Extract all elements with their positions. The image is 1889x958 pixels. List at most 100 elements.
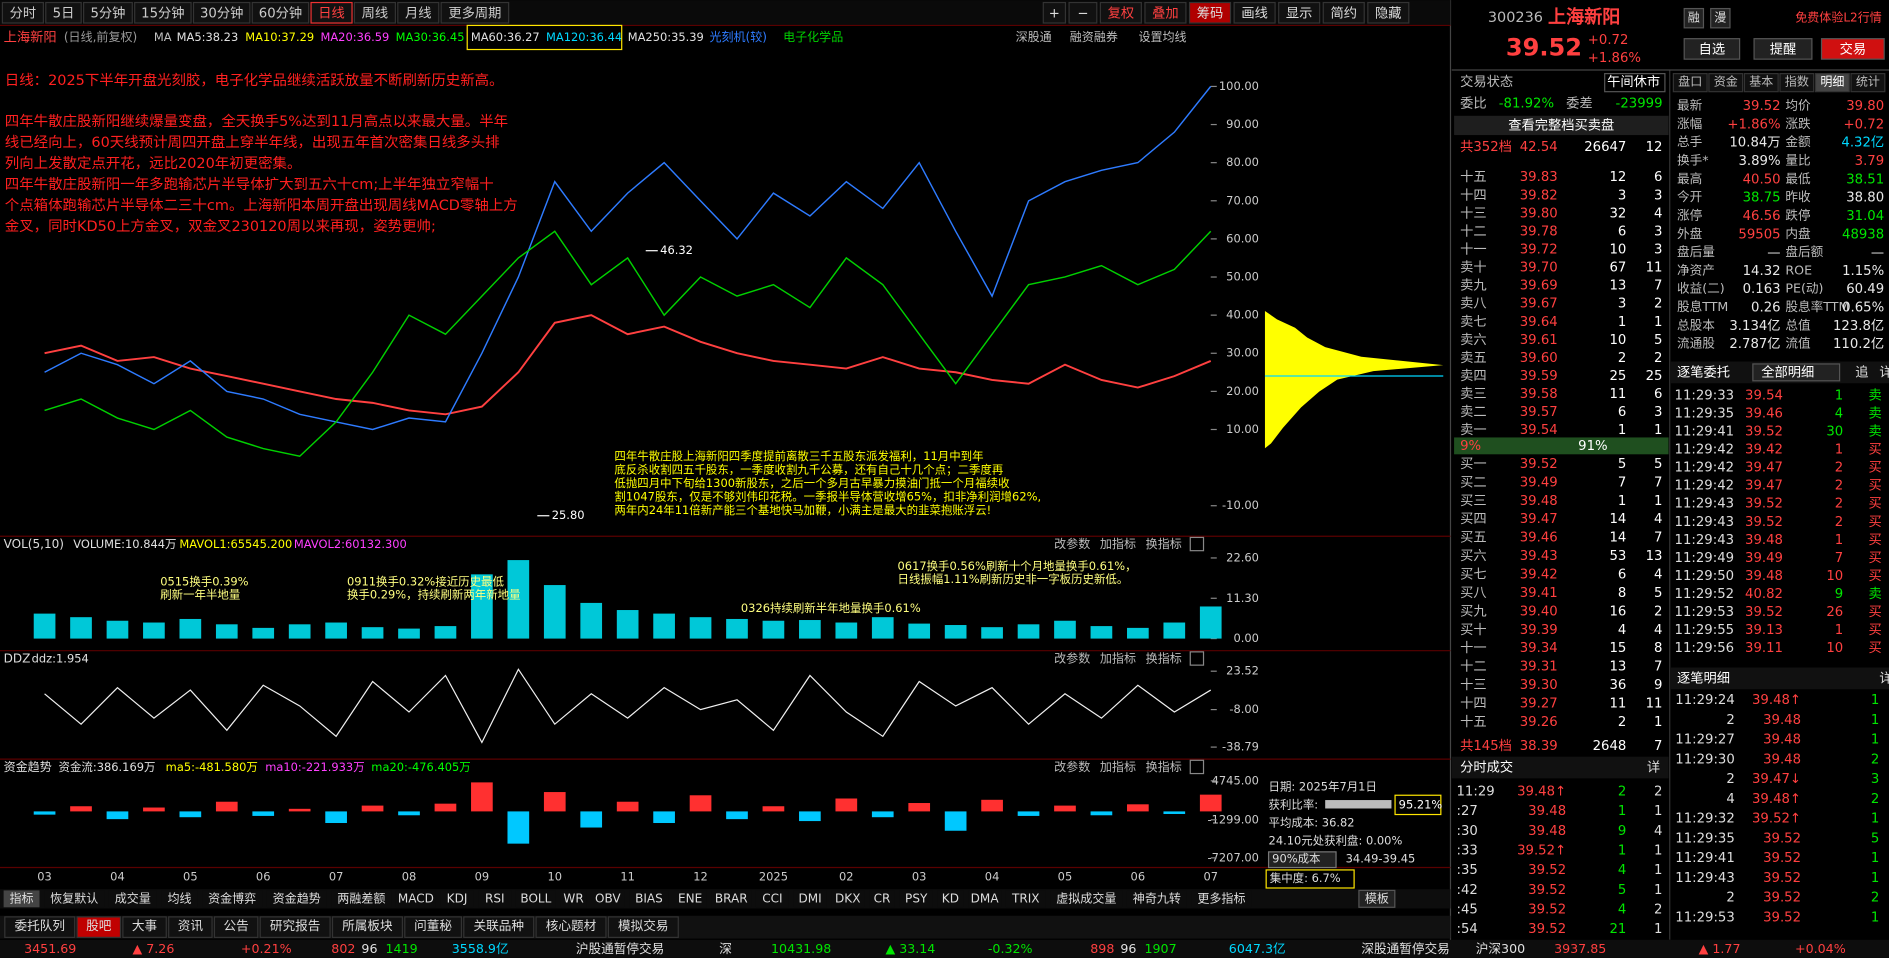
order-volume: 4	[1835, 406, 1843, 421]
trade-volume: 4	[1618, 863, 1626, 878]
period-button[interactable]	[83, 1, 133, 24]
book-volume: 53	[1609, 549, 1626, 564]
page-tab[interactable]	[535, 916, 607, 938]
indicator-tab[interactable]	[1005, 890, 1046, 908]
indicator-tab[interactable]	[202, 890, 263, 908]
indicator-tab[interactable]	[755, 890, 789, 908]
indicator-tab[interactable]	[515, 890, 556, 908]
indicator-tab[interactable]	[1191, 890, 1252, 908]
period-button[interactable]	[353, 1, 396, 24]
tick-time: 2	[1726, 772, 1734, 787]
indicator-tab[interactable]	[1126, 890, 1187, 908]
indicator-tab[interactable]	[937, 890, 964, 908]
tool-button[interactable]	[1188, 1, 1232, 24]
indicator-tab[interactable]	[3, 890, 40, 908]
page-tab[interactable]	[463, 916, 535, 938]
book-volume: 5	[1618, 457, 1626, 472]
indicator-tab[interactable]	[395, 890, 436, 908]
stat-label: 盘后额	[1785, 244, 1823, 259]
tab[interactable]	[1743, 73, 1779, 93]
y-tick-label: -10.00	[1222, 498, 1259, 512]
period-button[interactable]	[1, 1, 44, 24]
indicator-tab-label: CR	[874, 891, 891, 905]
indicator-tab[interactable]	[673, 890, 707, 908]
tab[interactable]	[1850, 73, 1886, 93]
page-tab[interactable]	[213, 916, 259, 938]
close-button[interactable]	[1189, 651, 1205, 666]
tab[interactable]	[1708, 73, 1744, 93]
tab[interactable]	[1779, 73, 1815, 93]
indicator-tab[interactable]	[711, 890, 752, 908]
bar	[1017, 811, 1040, 816]
highlight-box	[1265, 869, 1355, 889]
period-button[interactable]	[440, 1, 510, 24]
tick-price: 39.52	[1763, 910, 1801, 925]
indicator-tab[interactable]	[1050, 890, 1123, 908]
page-tab[interactable]	[122, 916, 167, 938]
stat-value: 39.80	[1846, 99, 1884, 114]
indicator-tab[interactable]	[161, 890, 198, 908]
tool-button[interactable]	[1233, 1, 1276, 24]
close-button[interactable]	[1189, 536, 1205, 552]
tool-button[interactable]	[1144, 1, 1187, 24]
indicator-tab[interactable]	[831, 890, 865, 908]
action-button[interactable]	[1820, 38, 1885, 60]
page-tab[interactable]	[331, 916, 403, 938]
indicator-tab[interactable]	[591, 890, 625, 908]
tool-button[interactable]	[1278, 1, 1321, 24]
book-volume: 2648	[1593, 739, 1627, 754]
indicator-tab[interactable]	[44, 890, 105, 908]
tool-button[interactable]	[1322, 1, 1365, 24]
indicator-tab[interactable]	[478, 890, 512, 908]
tool-button[interactable]	[1367, 1, 1410, 24]
indicator-tab[interactable]	[440, 890, 474, 908]
period-button[interactable]	[134, 1, 192, 24]
indicator-tab[interactable]	[560, 890, 587, 908]
action-button[interactable]	[1683, 38, 1741, 60]
page-tab[interactable]	[404, 916, 463, 938]
page-tab[interactable]	[259, 916, 331, 938]
stat-value: 1.15%	[1842, 264, 1884, 279]
tool-button[interactable]	[1042, 1, 1067, 24]
ticker-item: ▲ 33.14	[885, 941, 935, 956]
tool-button[interactable]	[1068, 1, 1098, 24]
indicator: MA	[154, 30, 172, 44]
bar	[1163, 622, 1186, 639]
order-volume: 7	[1835, 551, 1843, 566]
cost-select[interactable]	[1267, 851, 1337, 869]
indicator-tab[interactable]	[793, 890, 827, 908]
page-tab[interactable]	[76, 916, 122, 938]
period-button[interactable]	[397, 1, 440, 24]
close-button[interactable]	[1189, 759, 1205, 775]
bar	[981, 627, 1003, 639]
indicator-tab[interactable]	[331, 890, 392, 908]
tool-button[interactable]	[1099, 1, 1142, 24]
action-button[interactable]	[1753, 38, 1813, 60]
book-price: 39.46	[1520, 531, 1558, 546]
book-level: 十五	[1460, 714, 1487, 730]
page-tab[interactable]	[4, 916, 76, 938]
book-button[interactable]	[1454, 115, 1669, 136]
tab[interactable]	[1814, 73, 1850, 93]
indicator-tab-label: WR	[563, 891, 584, 905]
annotation: 两年内24年11倍新产能三个基地快马加鞭，小满主是最大的韭菜抱账浮云!	[614, 503, 991, 517]
period-button[interactable]	[310, 1, 353, 24]
stat-value: 48938	[1842, 227, 1884, 242]
indicator-tab[interactable]	[1358, 889, 1396, 908]
ticker-item: 10431.98	[771, 941, 831, 956]
indicator-tab[interactable]	[629, 890, 669, 908]
indicator-tab[interactable]	[266, 890, 327, 908]
page-tab[interactable]	[607, 916, 679, 938]
period-button[interactable]	[192, 1, 251, 24]
order-side: 卖	[1869, 405, 1882, 421]
tick-time: 2	[1726, 891, 1734, 906]
period-button[interactable]	[45, 1, 82, 24]
period-button[interactable]	[251, 1, 310, 24]
tab[interactable]	[1672, 73, 1708, 93]
indicator-tab[interactable]	[968, 890, 1002, 908]
filter-select[interactable]	[1752, 363, 1841, 382]
indicator-tab[interactable]	[108, 890, 157, 908]
indicator-tab[interactable]	[899, 890, 933, 908]
indicator-tab[interactable]	[869, 890, 895, 908]
page-tab[interactable]	[168, 916, 213, 938]
